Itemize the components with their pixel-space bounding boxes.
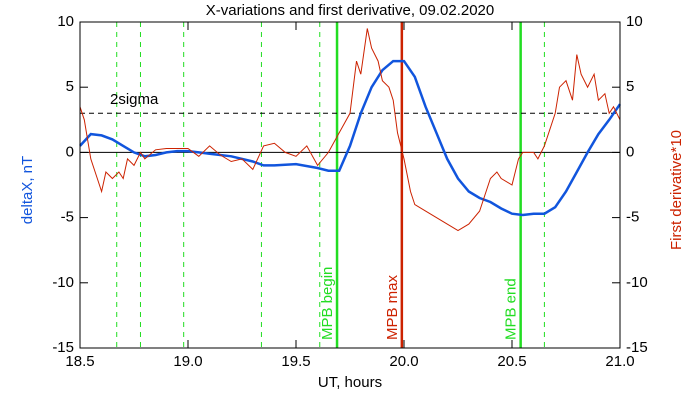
- threshold-label: 2sigma: [110, 91, 159, 108]
- y2-tick-label: 0: [626, 143, 634, 160]
- x-axis-label: UT, hours: [318, 374, 382, 391]
- series-line: [79, 59, 622, 217]
- chart-title: X-variations and first derivative, 09.02…: [206, 2, 495, 19]
- y2-axis-label: First derivative*10: [668, 130, 685, 250]
- x-tick-label: 20.0: [389, 353, 418, 370]
- event-label: MPB begin: [319, 267, 336, 340]
- x-tick-label: 20.5: [497, 353, 526, 370]
- y2-tick-label: -10: [626, 274, 648, 291]
- x-tick-label: 19.0: [173, 353, 202, 370]
- x-tick-label: 21.0: [605, 353, 634, 370]
- y2-tick-label: -15: [626, 339, 648, 356]
- y-tick-label: -5: [61, 209, 74, 226]
- y2-tick-label: 5: [626, 78, 634, 95]
- x-tick-label: 18.5: [65, 353, 94, 370]
- event-label: MPB max: [384, 274, 401, 340]
- series-line: [79, 28, 621, 232]
- y-tick-label: -15: [52, 339, 74, 356]
- event-label: MPB end: [503, 278, 520, 340]
- plot-frame: [79, 21, 621, 349]
- y2-tick-label: 10: [626, 13, 643, 30]
- x-tick-label: 19.5: [281, 353, 310, 370]
- y-tick-label: 10: [57, 13, 74, 30]
- y-tick-label: -10: [52, 274, 74, 291]
- y2-tick-label: -5: [626, 209, 639, 226]
- y-axis-label: deltaX, nT: [19, 156, 36, 224]
- y-tick-label: 0: [66, 143, 74, 160]
- y-tick-label: 5: [66, 78, 74, 95]
